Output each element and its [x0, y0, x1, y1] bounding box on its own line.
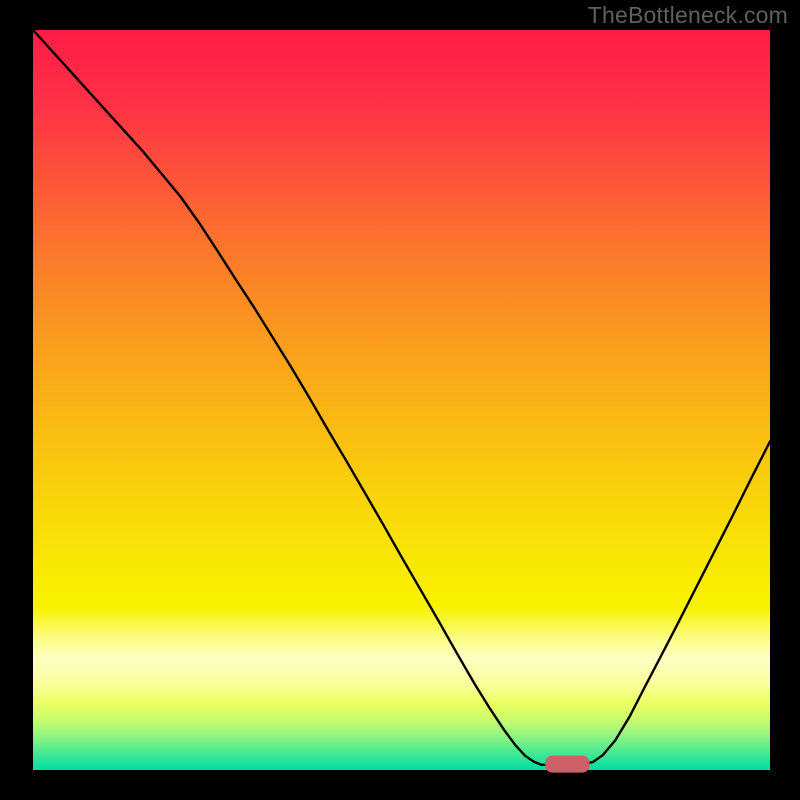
optimum-marker: [545, 756, 589, 773]
watermark-text: TheBottleneck.com: [588, 2, 788, 29]
bottleneck-chart-svg: [0, 0, 800, 800]
chart-stage: TheBottleneck.com: [0, 0, 800, 800]
